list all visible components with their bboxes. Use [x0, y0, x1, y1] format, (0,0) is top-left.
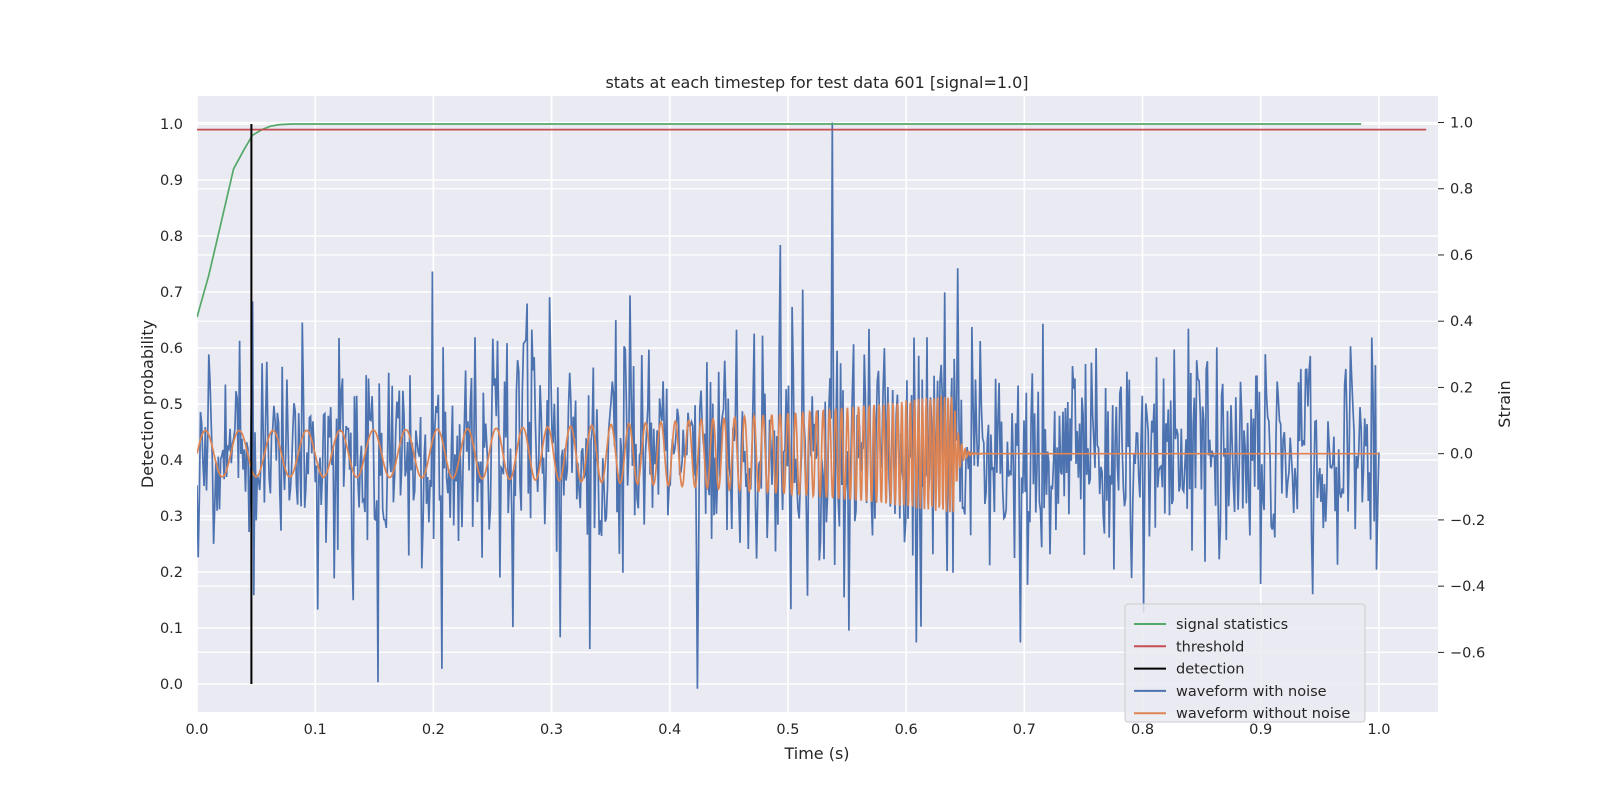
x-tick-label: 0.3 — [540, 722, 563, 738]
x-tick-label: 1.0 — [1367, 722, 1390, 738]
y-tick-label: 0.6 — [160, 341, 183, 357]
y2-axis-label: Strain — [1495, 380, 1514, 427]
series-line-waveform-with-noise — [197, 122, 1380, 689]
y2-tick-label: 0.6 — [1450, 248, 1473, 264]
y-tick-label: 0.3 — [160, 509, 183, 525]
series-group — [197, 122, 1427, 689]
y2-tick-label: 0.8 — [1450, 182, 1473, 198]
y2-tick-label: −0.4 — [1450, 579, 1485, 595]
y-tick-label: 0.0 — [160, 677, 183, 693]
legend: signal statistics threshold detection wavef… — [1124, 603, 1366, 723]
y2-tick-label: 0.0 — [1450, 447, 1473, 463]
legend-box — [1124, 603, 1366, 723]
x-tick-label: 0.2 — [422, 722, 445, 738]
x-axis-label: Time (s) — [783, 744, 849, 763]
y-tick-label: 0.8 — [160, 229, 183, 245]
y2-tick-label: 0.2 — [1450, 380, 1473, 396]
series-line-waveform-without-noise — [197, 395, 1379, 513]
y-tick-label: 0.7 — [160, 285, 183, 301]
legend-label: signal statistics — [1176, 617, 1288, 633]
series-line-signal-statistics — [197, 123, 1362, 318]
tick-labels: 0.0 0.1 0.2 0.3 0.4 0.5 0.6 0.7 0.8 0.9 1.0 0.0 0.1 0… — [160, 115, 1485, 738]
x-tick-label: 0.0 — [185, 722, 208, 738]
x-tick-label: 0.7 — [1013, 722, 1036, 738]
y-tick-label: 0.9 — [160, 173, 183, 189]
legend-label: waveform without noise — [1176, 706, 1350, 722]
y-tick-label: 0.2 — [160, 565, 183, 581]
x-tick-label: 0.9 — [1249, 722, 1272, 738]
legend-label: waveform with noise — [1176, 684, 1327, 700]
x-tick-label: 0.4 — [658, 722, 681, 738]
x-tick-label: 0.6 — [895, 722, 918, 738]
y-tick-label: 0.5 — [160, 397, 183, 413]
y-tick-label: 0.1 — [160, 621, 183, 637]
y-tick-label: 1.0 — [160, 117, 183, 133]
y2-tick-label: 0.4 — [1450, 314, 1473, 330]
legend-label: threshold — [1176, 639, 1244, 655]
chart-title: stats at each timestep for test data 601… — [605, 73, 1028, 92]
y-tick-label: 0.4 — [160, 453, 183, 469]
y-axis-label: Detection probability — [138, 320, 157, 488]
y2-tick-label: −0.6 — [1450, 645, 1485, 661]
x-tick-label: 0.8 — [1131, 722, 1154, 738]
legend-label: detection — [1176, 662, 1244, 678]
x-tick-label: 0.5 — [776, 722, 799, 738]
y2-tick-label: 1.0 — [1450, 115, 1473, 131]
y2-tick-label: −0.2 — [1450, 513, 1485, 529]
x-tick-label: 0.1 — [304, 722, 327, 738]
